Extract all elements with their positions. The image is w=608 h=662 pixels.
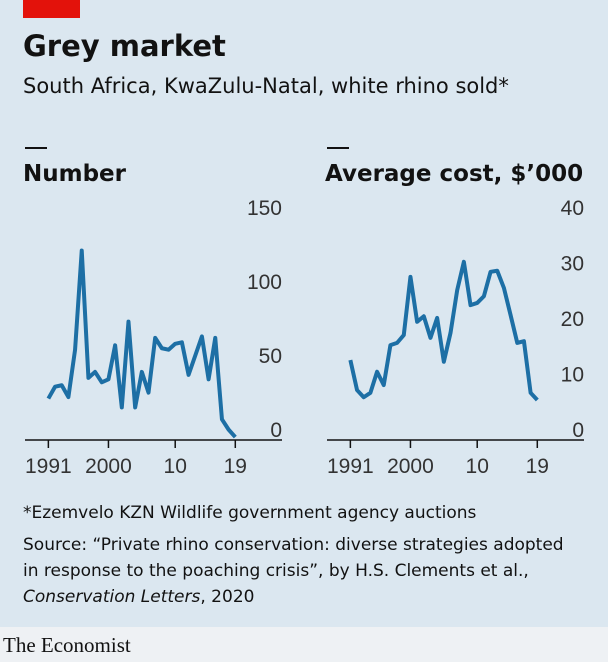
x-tick-label: 10 [466,455,489,478]
subtitle: South Africa, KwaZulu-Natal, white rhino… [23,74,509,98]
title: Grey market [23,29,226,63]
y-tick-label: 30 [561,253,584,276]
source: Conservation Letters, 2020 [23,587,254,607]
y-tick-label: 100 [247,271,282,294]
source: in response to the poaching crisis”, by … [23,561,529,581]
x-tick-label: 2000 [387,455,434,478]
data-line [348,259,539,402]
source: Source: “Private rhino conservation: div… [23,535,564,555]
background [0,0,608,627]
y-tick-label: 50 [259,345,282,368]
x-tick-label: 19 [526,455,549,478]
x-tick-label: 19 [224,455,247,478]
panel-title: Average cost, $’000 [325,161,583,187]
y-tick-label: 150 [247,197,282,220]
y-tick-label: 0 [572,419,584,442]
x-tick-label: 2000 [85,455,132,478]
x-tick-label: 1991 [25,455,72,478]
x-tick-label: 10 [164,455,187,478]
red-tag [23,0,80,18]
footnote: *Ezemvelo KZN Wildlife government agency… [23,503,477,523]
y-tick-label: 40 [561,197,584,220]
data-line [46,248,237,439]
source-year: , 2020 [200,587,254,607]
source-journal: Conservation Letters [23,587,201,607]
y-tick-label: 20 [561,308,584,331]
y-tick-label: 10 [561,364,584,387]
x-tick-label: 1991 [327,455,374,478]
panel-title: Number [23,161,127,187]
brand: The Economist [3,633,131,657]
y-tick-label: 0 [270,419,282,442]
brand-band [0,627,608,662]
